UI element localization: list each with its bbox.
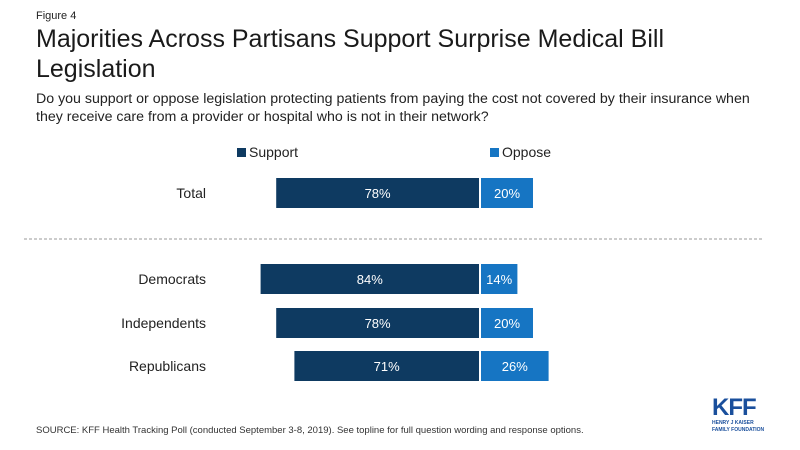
logo-line-1: HENRY J KAISER bbox=[712, 420, 754, 426]
bar-support-total bbox=[276, 178, 479, 208]
legend-label-oppose: Oppose bbox=[502, 144, 551, 160]
chart-title: Majorities Across Partisans Support Surp… bbox=[36, 25, 665, 83]
figure-label: Figure 4 bbox=[36, 10, 77, 22]
legend-swatch-oppose bbox=[490, 148, 499, 157]
data-label-oppose-democrats: 14% bbox=[486, 272, 512, 287]
data-label-support-republicans: 71% bbox=[374, 359, 400, 374]
data-label-oppose-total: 20% bbox=[494, 186, 520, 201]
category-label-republicans: Republicans bbox=[129, 358, 206, 374]
bar-support-republicans bbox=[294, 351, 479, 381]
logo-wordmark: KFF bbox=[712, 394, 757, 421]
data-label-oppose-independents: 20% bbox=[494, 316, 520, 331]
chart-subtitle: Do you support or oppose legislation pro… bbox=[36, 91, 750, 125]
data-label-oppose-republicans: 26% bbox=[502, 359, 528, 374]
bar-oppose-independents bbox=[481, 308, 533, 338]
bar-oppose-total bbox=[481, 178, 533, 208]
legend-label-support: Support bbox=[249, 144, 298, 160]
bar-oppose-republicans bbox=[481, 351, 549, 381]
logo-line-2: FAMILY FOUNDATION bbox=[712, 426, 765, 433]
data-label-support-total: 78% bbox=[365, 186, 391, 201]
legend-swatch-support bbox=[237, 148, 246, 157]
data-label-support-independents: 78% bbox=[365, 316, 391, 331]
category-label-independents: Independents bbox=[121, 315, 206, 331]
bar-support-democrats bbox=[260, 264, 479, 294]
source-note: SOURCE: KFF Health Tracking Poll (conduc… bbox=[36, 425, 584, 436]
category-label-democrats: Democrats bbox=[138, 271, 206, 287]
category-label-total: Total bbox=[176, 185, 206, 201]
bar-oppose-democrats bbox=[481, 264, 518, 294]
kff-logo: KFF HENRY J KAISER FAMILY FOUNDATION bbox=[712, 396, 768, 433]
bar-support-independents bbox=[276, 308, 479, 338]
data-label-support-democrats: 84% bbox=[357, 272, 383, 287]
